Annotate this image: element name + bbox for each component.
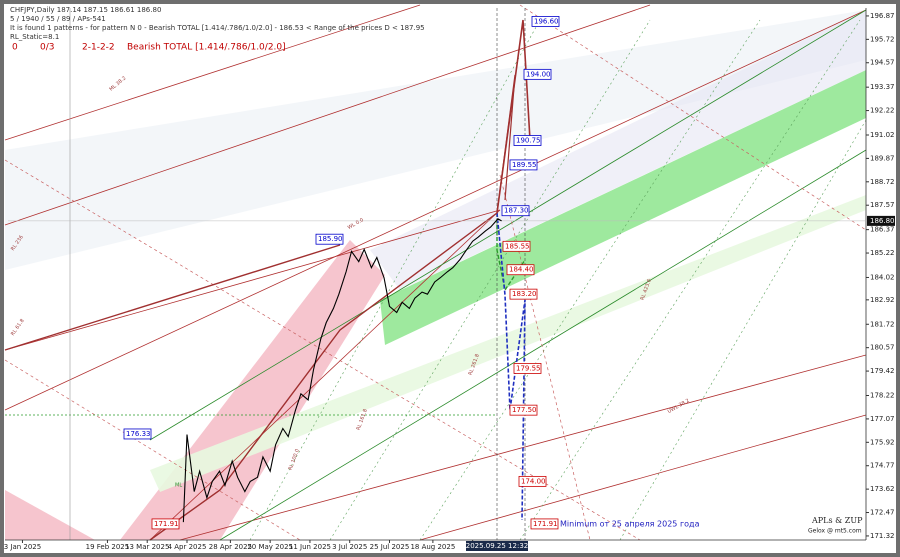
price-label-box <box>531 16 560 27</box>
status-text: 2-1-2-2 <box>82 43 115 53</box>
x-tick-label: 20 May 2025 <box>247 543 293 551</box>
price-label: 179.55 <box>516 364 541 372</box>
price-label-box <box>315 233 344 245</box>
y-tick-label: 186.37 <box>870 226 895 234</box>
y-tick-label: 179.42 <box>870 367 895 375</box>
cursor-label: 2025.09.25 12:32 <box>466 542 528 550</box>
price-label: 190.75 <box>516 136 541 144</box>
y-tick-label: 189.87 <box>870 154 895 162</box>
y-tick-label: 194.57 <box>870 59 895 67</box>
y-tick-label: 193.37 <box>870 83 895 91</box>
status-text: Bearish TOTAL [1.414/.786/1.0/2.0] <box>127 43 286 53</box>
x-tick-label: 18 Aug 2025 <box>410 543 455 551</box>
last-price-label: 186.80 <box>870 217 895 225</box>
price-label-box <box>518 475 547 487</box>
y-tick-label: 171.32 <box>870 532 895 540</box>
price-label: 171.91 <box>154 520 179 528</box>
status-text: 0/3 <box>40 43 54 53</box>
x-tick-label: 13 Mar 2025 <box>125 543 169 551</box>
price-label-box <box>513 363 542 374</box>
y-tick-label: 172.47 <box>870 509 895 517</box>
price-label: 196.60 <box>534 17 559 25</box>
price-label-box <box>151 518 180 530</box>
minimum-note: Minimum от 25 апреля 2025 года <box>560 520 700 529</box>
x-tick-label: 3 Jan 2025 <box>4 543 42 551</box>
cursor-box <box>466 541 528 551</box>
y-tick-label: 185.22 <box>870 249 895 257</box>
price-label: 185.90 <box>318 235 343 243</box>
y-tick-label: 191.02 <box>870 131 895 139</box>
y-tick-label: 195.72 <box>870 35 895 43</box>
status-text: 0 <box>12 43 18 53</box>
price-label: 194.00 <box>526 70 551 78</box>
y-tick-label: 182.92 <box>870 296 895 304</box>
x-tick-label: 25 Jul 2025 <box>370 543 410 551</box>
price-label-box <box>509 159 538 171</box>
price-label: 189.55 <box>512 161 537 169</box>
credit: APLs & ZUP <box>811 516 863 525</box>
price-label-box <box>509 288 538 300</box>
price-label: 177.50 <box>512 406 537 414</box>
y-tick-label: 178.22 <box>870 392 895 400</box>
x-tick-label: 3 Jul 2025 <box>332 543 367 551</box>
y-tick-label: 188.72 <box>870 178 895 186</box>
channels <box>4 4 867 541</box>
header-line: It is found 1 patterns - for pattern N 0… <box>10 24 425 32</box>
price-label-box <box>509 404 538 416</box>
price-label: 174.00 <box>521 477 546 485</box>
price-label-box <box>502 240 531 252</box>
line-label: ML <box>175 483 182 489</box>
header-line: 5 / 1940 / 55 / 89 / APs-541 <box>10 15 106 23</box>
header-line: RL_Static=8.1 <box>10 33 59 41</box>
x-tick-label: 28 Apr 2025 <box>209 543 252 551</box>
price-label-box <box>123 428 152 440</box>
y-tick-label: 184.02 <box>870 273 895 281</box>
x-tick-label: 19 Feb 2025 <box>86 543 130 551</box>
y-tick-label: 175.92 <box>870 438 895 446</box>
price-label-box <box>506 264 535 276</box>
price-label: 187.30 <box>504 207 529 215</box>
y-tick-label: 181.72 <box>870 320 895 328</box>
y-tick-label: 177.07 <box>870 415 895 423</box>
price-label-box <box>513 135 542 146</box>
price-label: 176.33 <box>126 430 151 438</box>
y-tick-label: 192.22 <box>870 107 895 115</box>
price-label: 185.55 <box>505 242 530 250</box>
price-label-box <box>523 68 552 80</box>
header-line: CHFJPY,Daily 187.14 187.15 186.61 186.80 <box>10 6 161 14</box>
x-tick-label: 11 Jun 2025 <box>289 543 331 551</box>
y-tick-label: 173.62 <box>870 485 895 493</box>
x-tick-label: 4 Apr 2025 <box>168 543 207 551</box>
y-tick-label: 187.57 <box>870 201 895 209</box>
price-line <box>182 218 502 523</box>
price-label: 184.40 <box>509 266 534 274</box>
y-tick-label: 180.57 <box>870 344 895 352</box>
last-price-box <box>867 215 895 226</box>
credit: Gelox @ mt5.com <box>808 528 862 535</box>
price-axis-bg <box>866 4 896 553</box>
price-label-box <box>530 518 559 530</box>
y-tick-label: 174.77 <box>870 462 895 470</box>
y-tick-label: 196.87 <box>870 12 895 20</box>
price-label-box <box>501 205 530 217</box>
price-label: 171.91 <box>533 520 558 528</box>
price-label: 183.20 <box>512 290 537 298</box>
